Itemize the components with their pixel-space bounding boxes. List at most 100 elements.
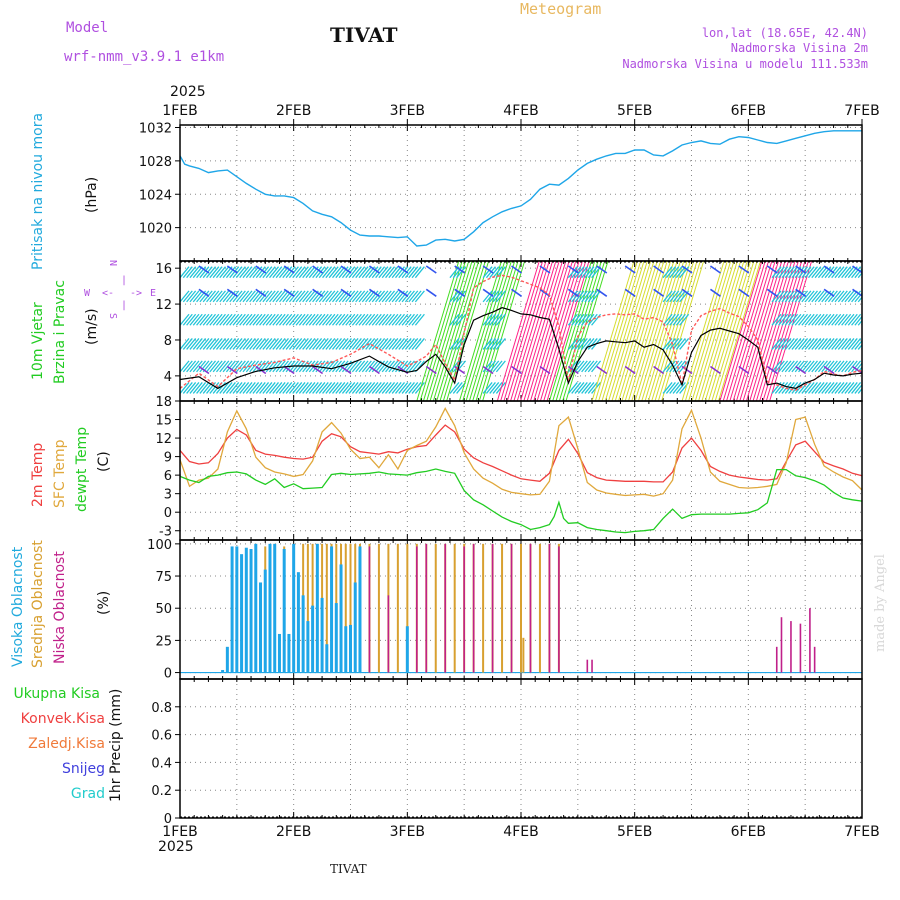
wind-barb: [225, 290, 236, 303]
wind-barb: [318, 266, 329, 279]
wind-barb: [361, 382, 372, 394]
wind-barb: [801, 313, 812, 326]
wind-barb: [691, 261, 735, 401]
wind-barb: [831, 338, 842, 350]
low-cloud-bar: [809, 608, 811, 673]
wind-barb: [404, 360, 415, 373]
wind-barb: [351, 313, 362, 326]
wind-barb: [222, 382, 233, 394]
wind-barb: [235, 313, 246, 326]
wind-barb: [665, 382, 676, 394]
wind-barb: [679, 338, 690, 350]
wind-barbs: [180, 261, 862, 401]
wind-barb: [222, 338, 233, 350]
wind-barb: [206, 290, 217, 303]
wind-barb: [365, 313, 376, 326]
wind-barb: [242, 313, 253, 326]
wind-barb: [661, 261, 705, 401]
wind-barb: [272, 360, 283, 373]
wind-barb: [322, 382, 333, 394]
wind-barb: [388, 360, 399, 373]
wind-barb: [774, 313, 785, 326]
wind-barb: [378, 360, 389, 373]
wind-barb: [419, 261, 463, 401]
wind-barb: [315, 313, 326, 326]
wind-barb: [571, 313, 582, 326]
wind-barb: [394, 266, 405, 279]
wind-barb: [452, 338, 463, 350]
wind-barb: [798, 266, 809, 279]
wind-barb: [411, 382, 422, 394]
wind-barb: [180, 290, 190, 303]
wind-barb: [801, 290, 812, 303]
wind-barb: [634, 261, 678, 401]
wind-barb: [202, 313, 213, 326]
wind-barb: [414, 266, 425, 279]
wind-barb: [278, 382, 289, 394]
wind-barb: [278, 338, 289, 350]
wind-barb: [665, 360, 676, 373]
wind-barb: [574, 338, 585, 350]
wind-barb: [821, 313, 832, 326]
temperature-ytick-label: 12: [155, 432, 172, 447]
wind-barb: [482, 290, 493, 303]
temperature-ytick-label: 6: [164, 469, 172, 484]
wind-barb-accent: [255, 288, 267, 297]
high-cloud-bar: [287, 633, 291, 673]
high-cloud-bar: [296, 572, 300, 673]
wind-barb: [388, 382, 399, 394]
wind-barb: [788, 266, 799, 279]
wind-barb-accent: [255, 265, 267, 274]
wind-barb: [285, 266, 296, 279]
wind-barb-accent: [823, 288, 835, 297]
wind-barb: [485, 290, 496, 303]
wind-barb: [587, 360, 598, 373]
compass-arrow-right: ->: [130, 288, 143, 299]
wind-barb: [375, 290, 386, 303]
wind-barb: [857, 343, 862, 350]
wind-barb: [302, 266, 313, 279]
wind-barb-accent: [852, 365, 862, 375]
wind-barb: [571, 382, 582, 394]
wind-barb: [312, 338, 323, 350]
wind-barb: [755, 261, 799, 401]
wind-barb: [180, 360, 190, 373]
wind-barb: [351, 290, 362, 303]
wind-barb: [368, 360, 379, 373]
wind-barb: [665, 290, 676, 303]
wind-barb: [774, 266, 785, 279]
wind-barb: [794, 313, 805, 326]
wind-barb: [225, 266, 236, 279]
wind-barb: [182, 313, 193, 326]
wind-barb: [432, 261, 476, 401]
wind-barb: [235, 382, 246, 394]
wind-barb: [791, 338, 802, 350]
wind-barb: [398, 313, 409, 326]
low-cloud-bar: [416, 546, 418, 673]
mid-cloud-bar: [482, 543, 485, 673]
wind-barb-accent: [226, 288, 238, 297]
wind-barb: [472, 261, 516, 401]
wind-barb-accent: [340, 365, 352, 375]
wind-barb: [245, 313, 256, 326]
wind-barb: [641, 261, 685, 401]
wind-barb: [801, 338, 812, 350]
wind-barb: [489, 360, 500, 373]
wind-barb: [482, 266, 493, 279]
wind-barb: [611, 261, 655, 401]
wind-barb: [325, 290, 336, 303]
wind-barb: [262, 266, 273, 279]
wind-barb: [468, 261, 512, 401]
wind-barb: [242, 338, 253, 350]
wind-barb: [489, 313, 500, 326]
wind-barb: [584, 266, 595, 279]
wind-barb: [186, 290, 197, 303]
wind-barb: [275, 338, 286, 350]
high-cloud-bar: [330, 546, 334, 673]
low-cloud-bar: [790, 621, 792, 673]
wind-barb: [824, 338, 835, 350]
wind-barb: [259, 290, 270, 303]
wind-barb: [567, 290, 578, 303]
wind-barb: [338, 266, 349, 279]
wind-barb: [814, 266, 825, 279]
